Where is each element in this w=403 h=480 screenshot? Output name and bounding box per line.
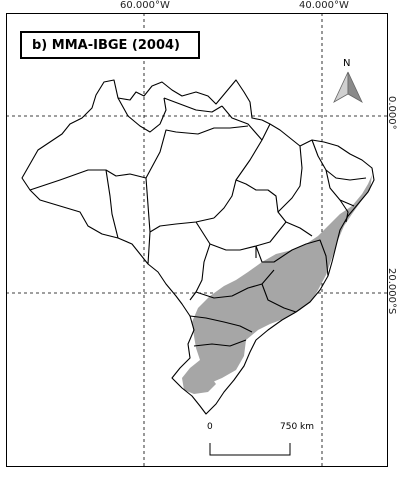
graticule xyxy=(6,13,388,467)
longitude-label-40w: 40.000°W xyxy=(299,0,349,11)
state-borders xyxy=(21,79,375,415)
scale-start-label: 0 xyxy=(207,422,213,432)
map-frame xyxy=(6,13,388,467)
map-title: b) MMA-IBGE (2004) xyxy=(20,31,200,59)
highlight-region xyxy=(182,175,372,386)
longitude-label-60w: 60.000°W xyxy=(120,0,170,11)
highlight-region-south xyxy=(182,372,216,394)
brazil-outline xyxy=(21,79,375,415)
scale-end-label: 750 km xyxy=(280,422,315,432)
north-label: N xyxy=(343,58,350,69)
